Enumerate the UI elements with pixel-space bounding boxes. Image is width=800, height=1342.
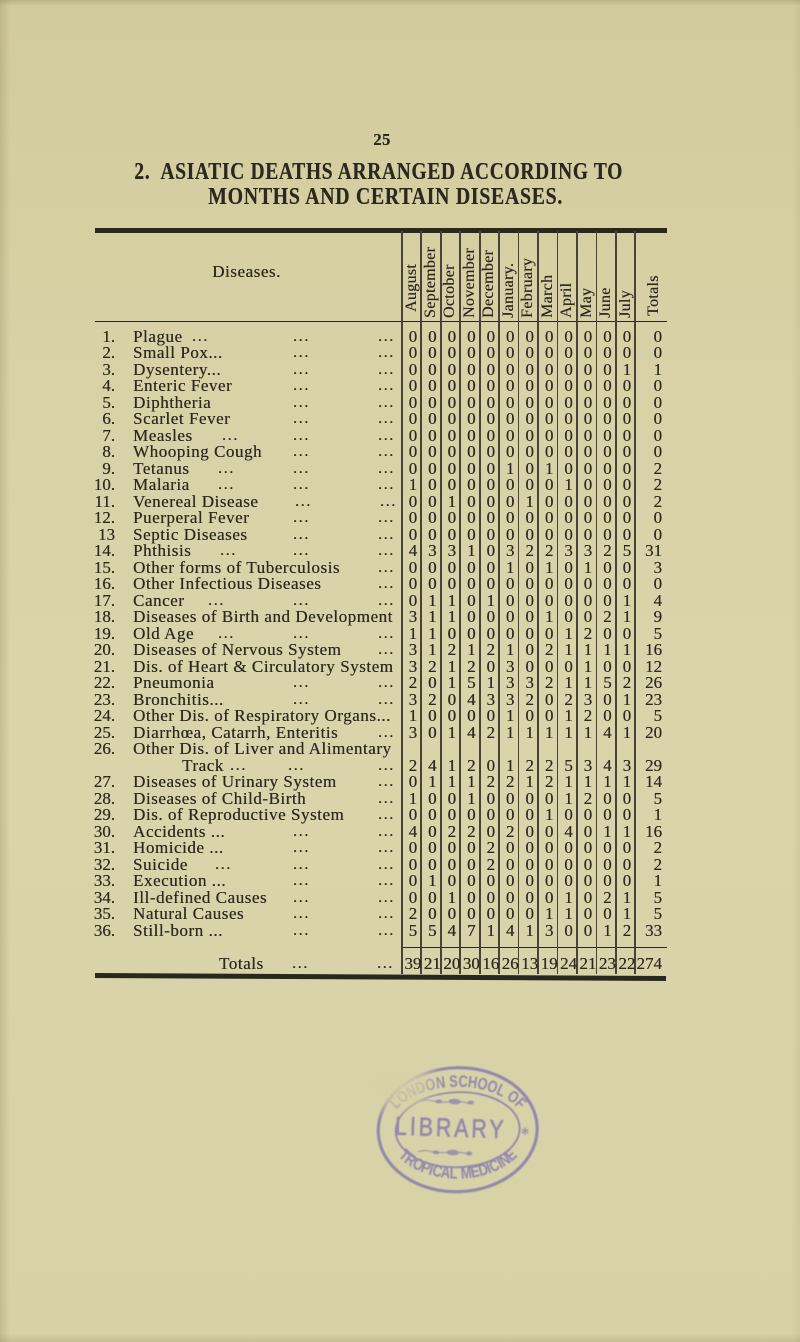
svg-text:L: L [449, 1164, 458, 1183]
svg-text:✱: ✱ [520, 1126, 529, 1138]
svg-text:M: M [460, 1164, 473, 1184]
svg-text:I: I [484, 1159, 494, 1178]
svg-text:I: I [427, 1160, 436, 1179]
svg-text:A: A [440, 1163, 452, 1183]
svg-text:O: O [476, 1075, 490, 1095]
svg-text:H: H [467, 1074, 479, 1093]
svg-text:E: E [469, 1162, 481, 1182]
svg-text:C: C [431, 1161, 445, 1181]
